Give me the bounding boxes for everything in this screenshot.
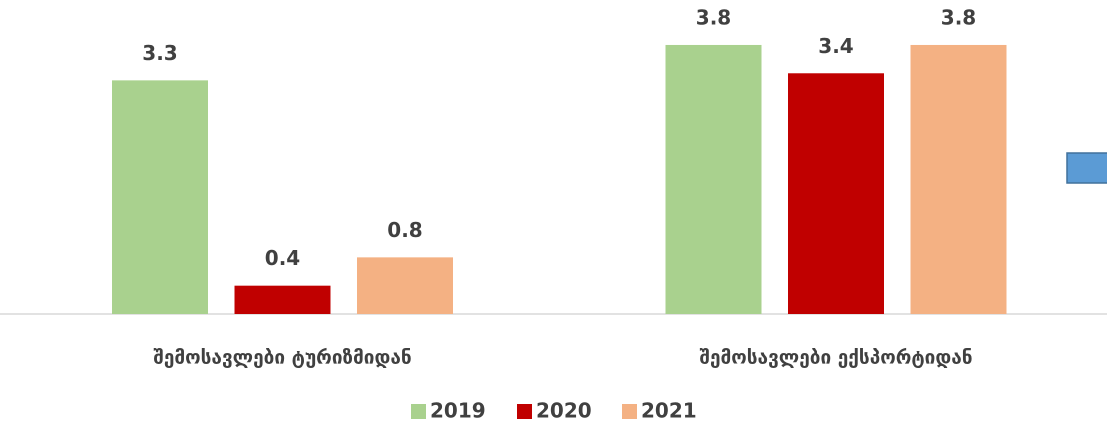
data-label: 3.4: [818, 34, 853, 58]
legend-label: 2020: [536, 399, 592, 423]
decoration-shape: [1066, 152, 1107, 184]
legend-label: 2021: [641, 399, 697, 423]
bar: [665, 44, 762, 315]
bar: [788, 73, 884, 314]
data-label: 0.4: [265, 246, 300, 270]
bar: [910, 44, 1007, 315]
data-label: 3.8: [941, 5, 976, 29]
legend-swatch: [622, 404, 637, 419]
bar: [234, 285, 331, 314]
legend-label: 2019: [430, 399, 486, 423]
x-tick-label: შემოსავლები ტურიზმიდან: [153, 347, 411, 369]
bar: [112, 80, 208, 314]
data-label: 3.3: [142, 41, 177, 65]
x-tick-label: შემოსავლები ექსპორტიდან: [699, 347, 972, 369]
legend-swatch: [411, 404, 426, 419]
legend-swatch: [517, 404, 532, 419]
data-label: 0.8: [387, 218, 422, 242]
bar: [357, 257, 453, 314]
data-label: 3.8: [696, 5, 731, 29]
